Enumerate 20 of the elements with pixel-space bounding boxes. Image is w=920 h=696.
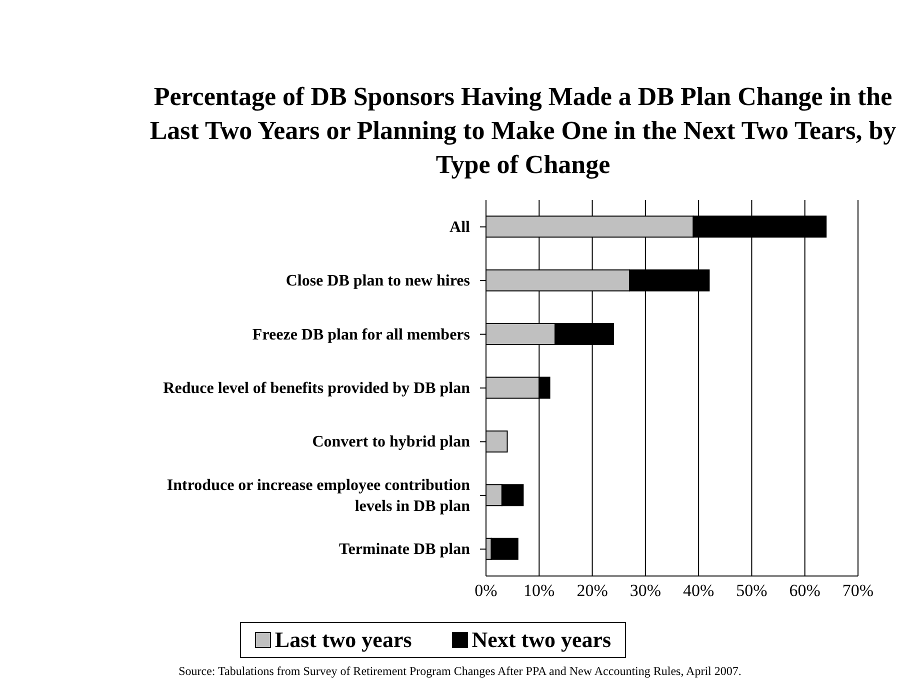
y-tick-label: Close DB plan to new hires [286, 272, 470, 290]
bar [490, 538, 518, 560]
y-tick-label: Reduce level of benefits provided by DB plan [163, 380, 470, 396]
legend-label: Last two years [274, 627, 412, 653]
x-tick-label: 20% [576, 581, 608, 600]
y-tick-label: Convert to hybrid plan [312, 433, 470, 450]
legend-label: Next two years [472, 627, 612, 653]
y-tick-label: Introduce or increase employee contribution levels in DB plan [166, 476, 470, 514]
x-tick-label: 60% [789, 581, 820, 600]
x-tick-label: 10% [524, 581, 555, 600]
x-tick-label: 50% [736, 581, 768, 600]
y-tick-label: Freeze DB plan for all members [252, 326, 470, 343]
y-tick-label: All [450, 218, 471, 236]
source-note: Source: Tabulations from Survey of Retirement Program Changes After PPA and New Accounting Rules, April 2007. [178, 664, 742, 679]
x-tick-label: 0% [474, 581, 498, 600]
y-tick-label: Terminate DB plan [339, 540, 470, 558]
x-tick-label: 30% [630, 581, 662, 600]
x-tick-label: 70% [842, 581, 874, 600]
chart-title: Percentage of DB Sponsors Having Made a DB Plan Change in the Last Two Years or Planning to Make One in the Next Two Tears, by Type of Change [148, 81, 898, 181]
x-tick-label: 40% [682, 581, 714, 600]
